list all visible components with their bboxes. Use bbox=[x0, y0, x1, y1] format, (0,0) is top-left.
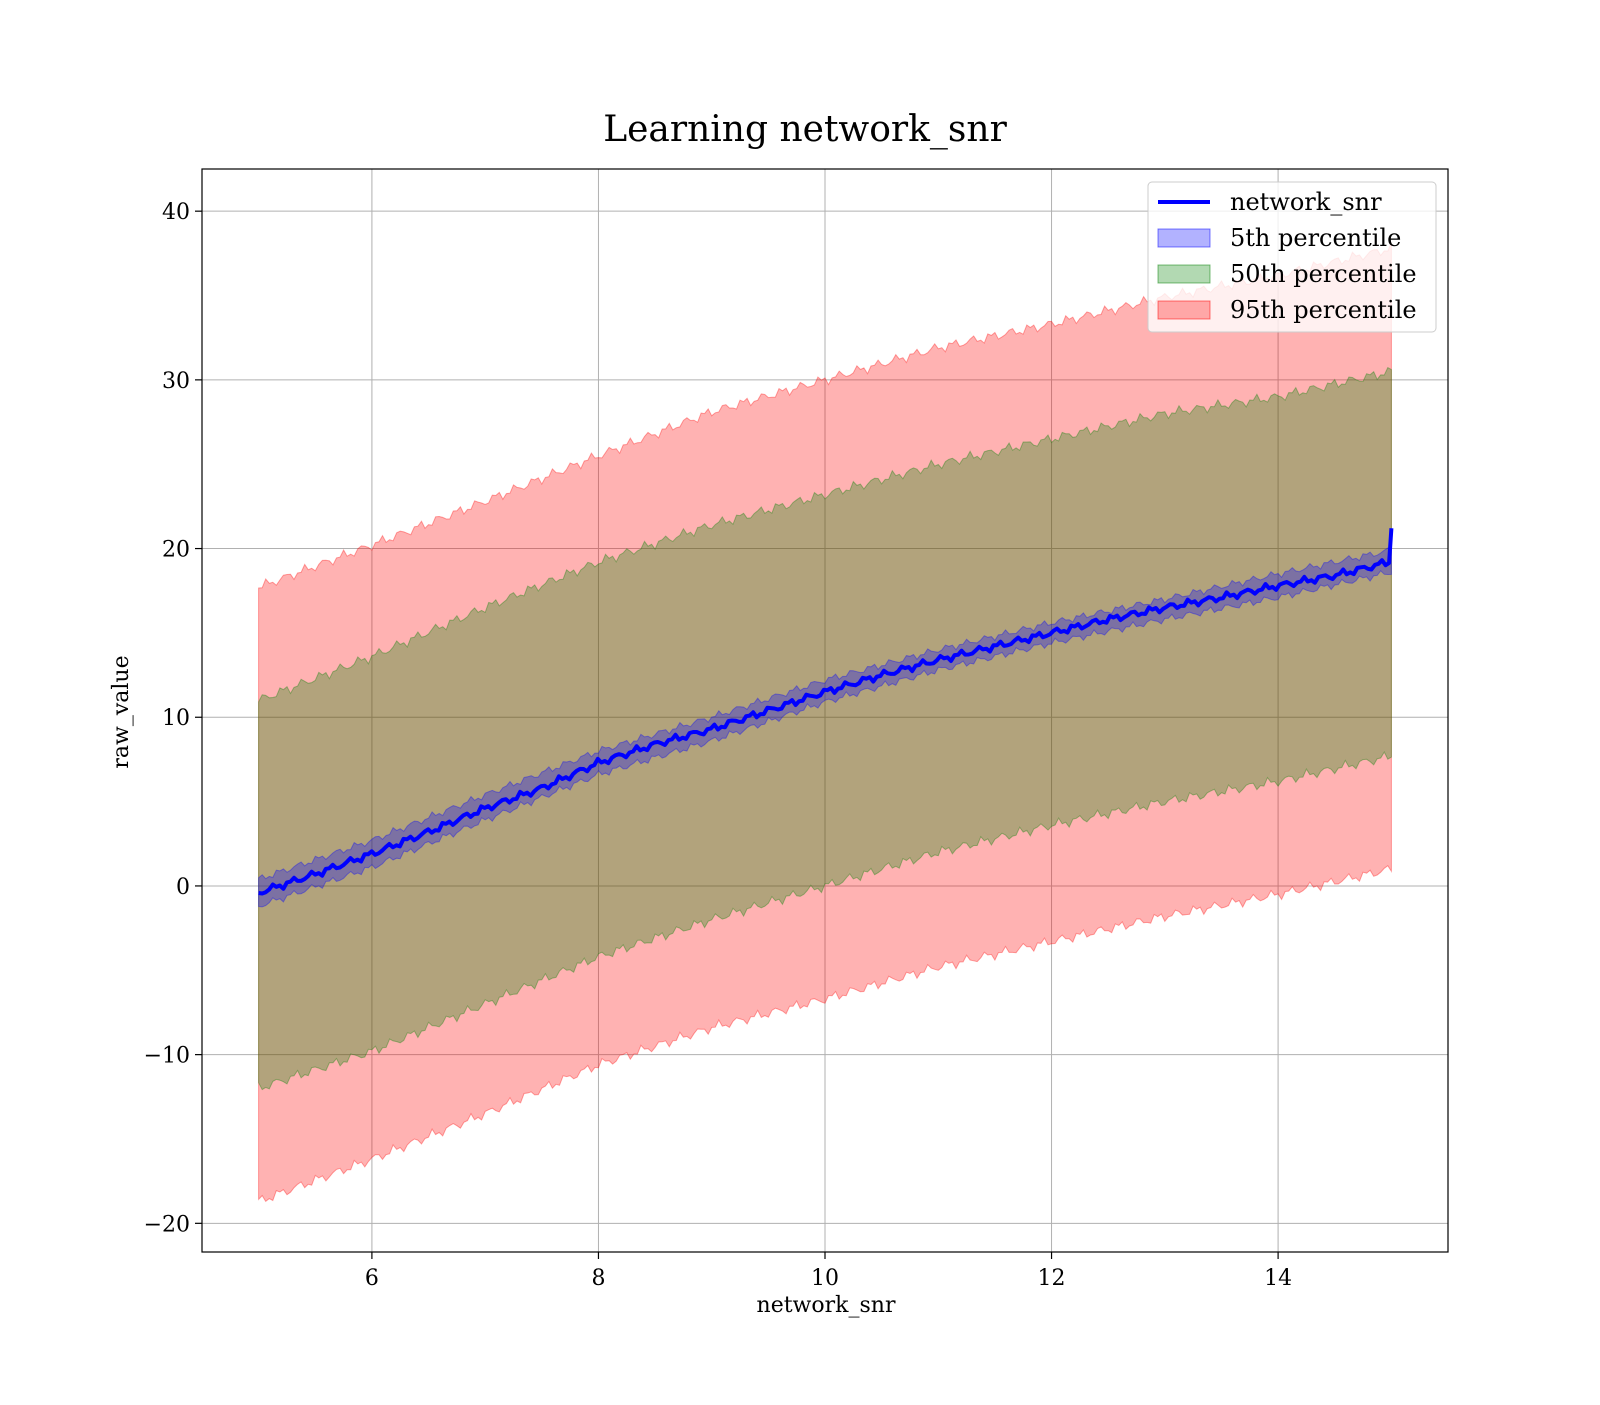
band-95th-percentile bbox=[258, 242, 1392, 1203]
y-tick-label: 0 bbox=[176, 875, 190, 900]
x-tick-label: 10 bbox=[811, 1266, 839, 1291]
legend-label-95th-percentile: 95th percentile bbox=[1230, 296, 1417, 324]
grid bbox=[202, 169, 1448, 1252]
network-snr-line bbox=[258, 528, 1394, 896]
x-tick-label: 8 bbox=[591, 1266, 605, 1291]
x-axis-label: network_snr bbox=[757, 1293, 896, 1318]
y-axis-label: raw_value bbox=[109, 655, 134, 768]
y-tick-label: 30 bbox=[162, 369, 190, 394]
x-tick-label: 6 bbox=[365, 1266, 379, 1291]
legend-label-50th-percentile: 50th percentile bbox=[1230, 260, 1417, 288]
series-lines bbox=[258, 528, 1394, 896]
y-tick-label: 10 bbox=[162, 706, 190, 731]
x-tick-label: 12 bbox=[1038, 1266, 1066, 1291]
y-tick-label: −10 bbox=[144, 1044, 190, 1069]
chart-title: Learning network_snr bbox=[603, 109, 1007, 150]
legend-swatch-95th-percentile bbox=[1157, 300, 1211, 320]
band-50th-percentile bbox=[258, 366, 1392, 1091]
x-tick-label: 14 bbox=[1264, 1266, 1292, 1291]
legend-label-network-snr: network_snr bbox=[1230, 188, 1382, 216]
axis-ticks: 6 8 10 12 14 −20 −10 0 10 20 30 40 bbox=[144, 200, 1293, 1291]
legend: network_snr 5th percentile 50th percentile… bbox=[1147, 181, 1437, 333]
y-tick-label: 40 bbox=[162, 200, 190, 225]
legend-swatch-5th-percentile bbox=[1157, 228, 1211, 248]
legend-swatch-50th-percentile bbox=[1157, 264, 1211, 284]
y-tick-label: 20 bbox=[162, 538, 190, 563]
legend-label-5th-percentile: 5th percentile bbox=[1230, 224, 1401, 252]
y-tick-label: −20 bbox=[144, 1212, 190, 1237]
legend-box bbox=[1147, 181, 1437, 333]
